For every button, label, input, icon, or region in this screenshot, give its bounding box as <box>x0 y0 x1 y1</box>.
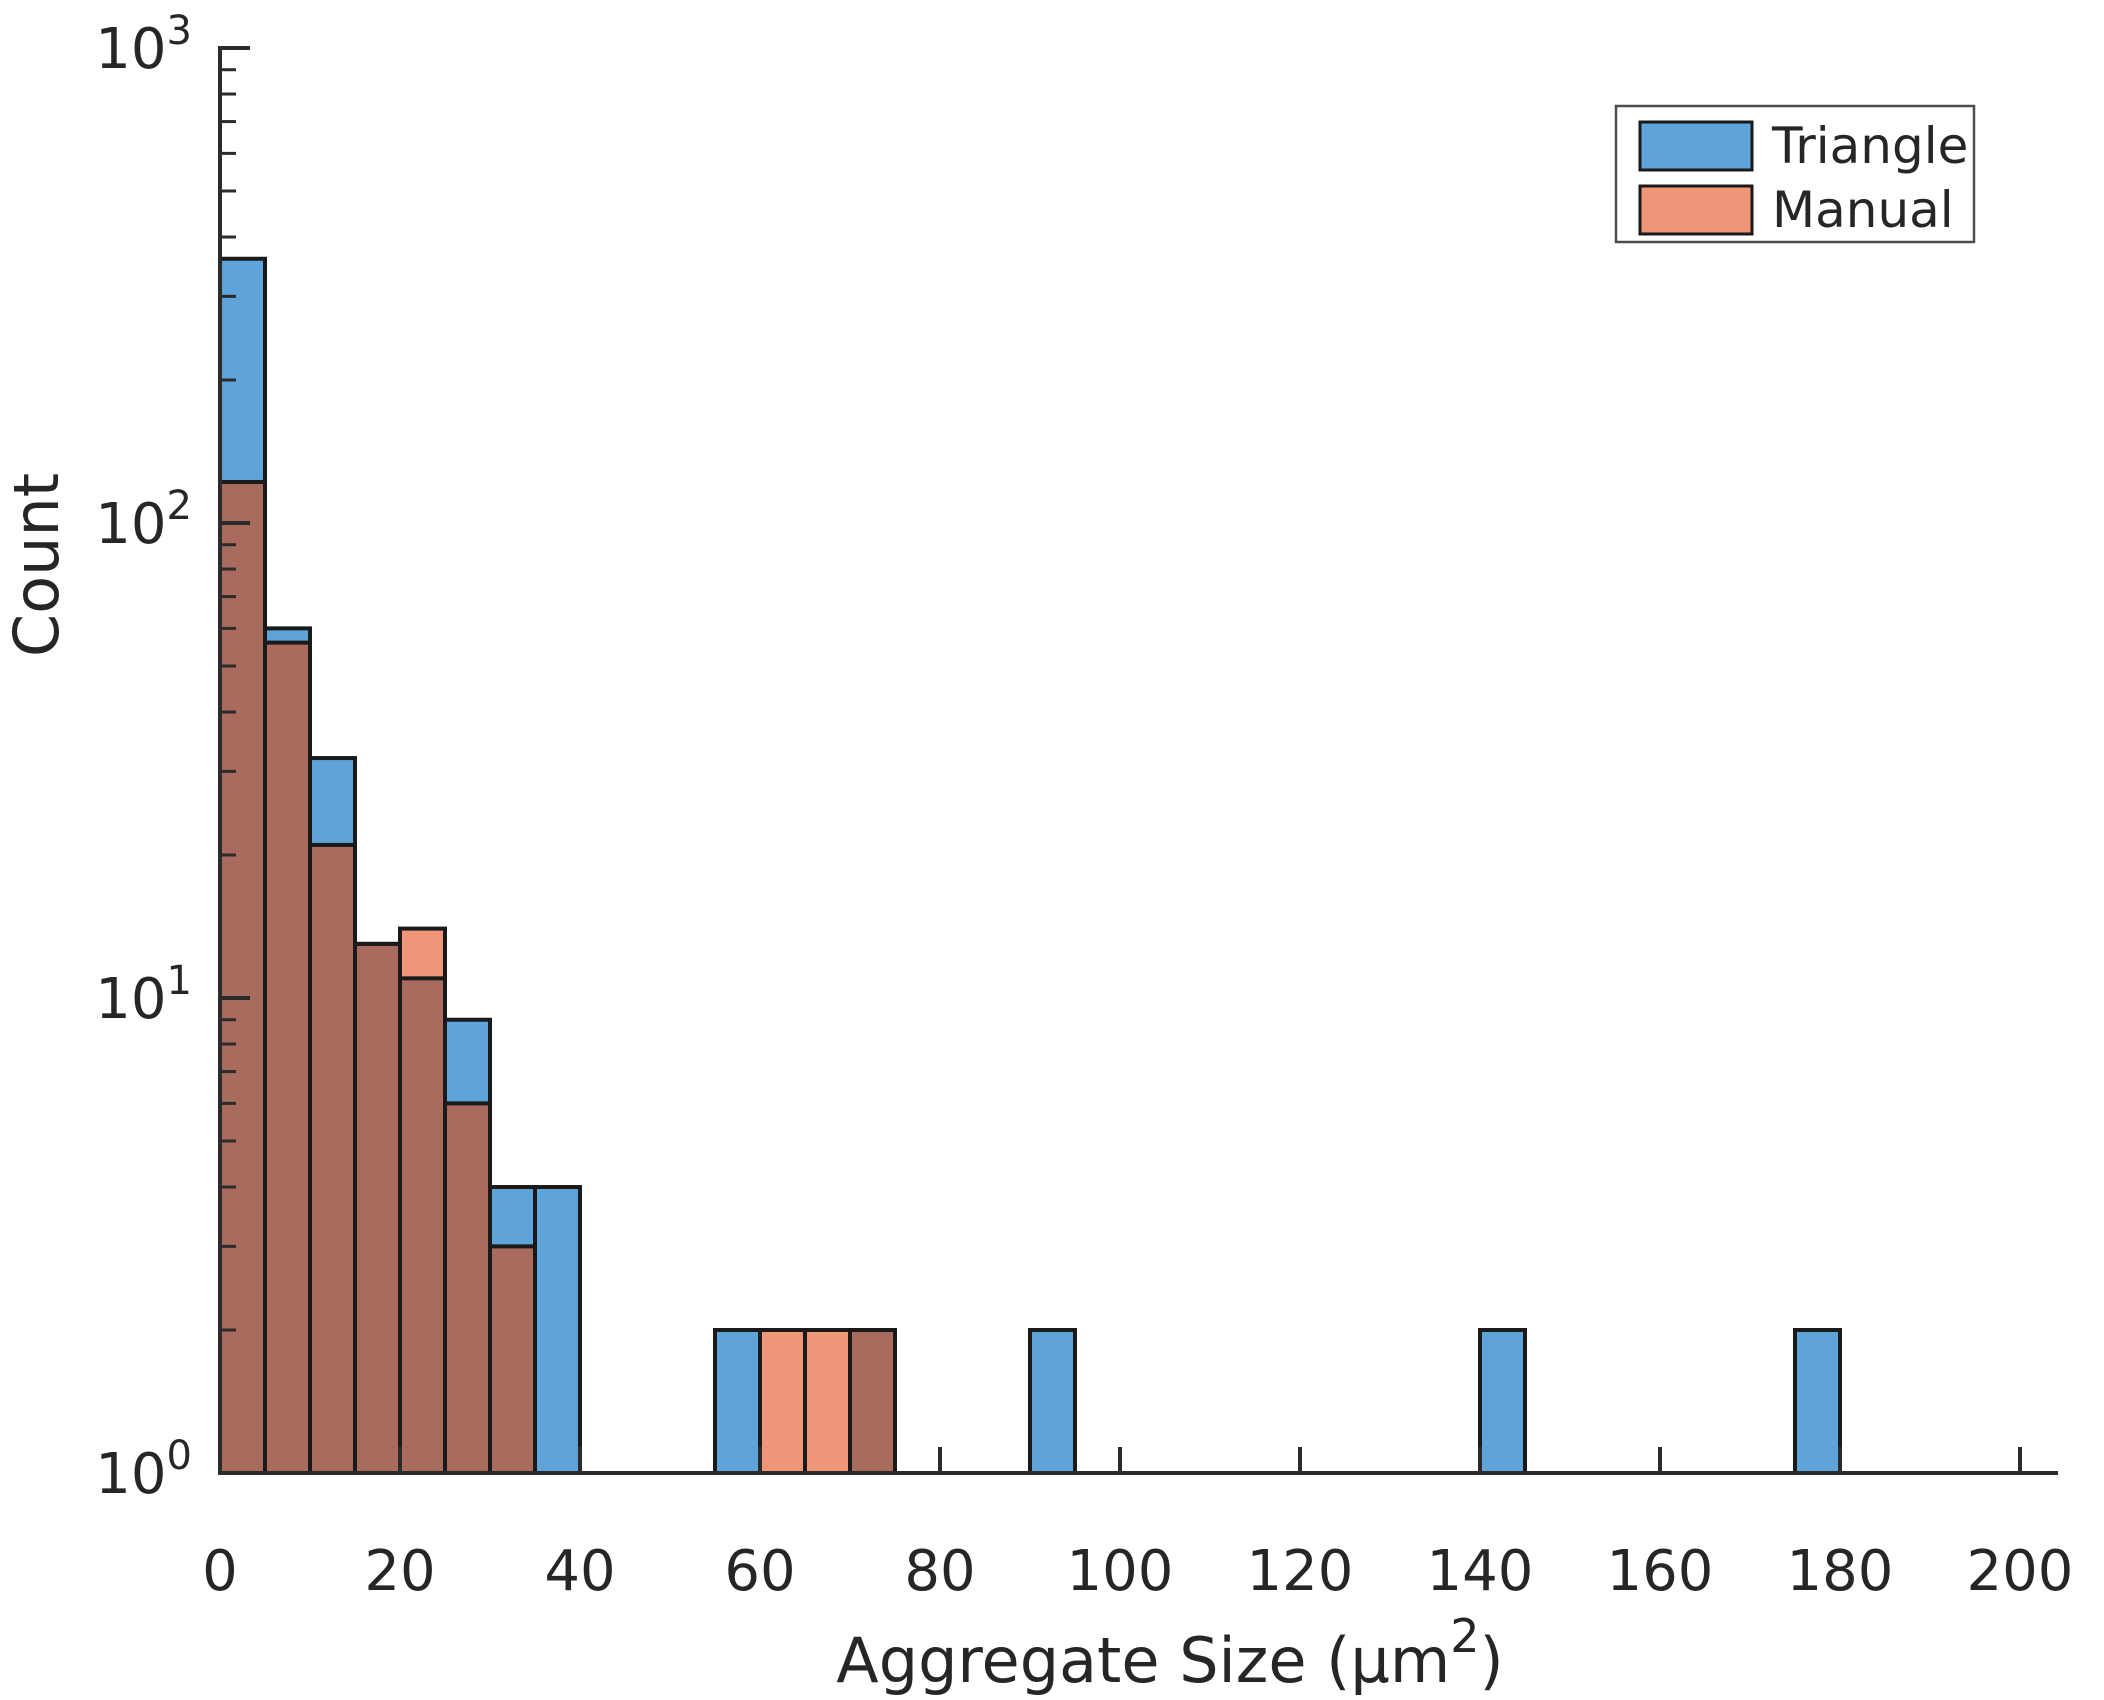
x-axis-label: Aggregate Size (μm2) <box>836 1609 1503 1697</box>
bar-fill-overlap-20 <box>400 978 445 1473</box>
x-tick-label-140: 140 <box>1427 1539 1534 1604</box>
bar-fill-manual-60 <box>760 1330 805 1473</box>
bar-fill-manual-65 <box>805 1330 850 1473</box>
x-tick-label-160: 160 <box>1607 1539 1714 1604</box>
bar-fill-top-25 <box>445 1019 490 1104</box>
tick-labels: 0 20 40 60 80 100 120 140 160 180 200 100 101 102 103 A… <box>0 8 2073 1697</box>
x-tick-label-180: 180 <box>1787 1539 1894 1604</box>
x-tick-label-200: 200 <box>1967 1539 2074 1604</box>
bar-fill-top-0 <box>220 258 265 482</box>
bar-fill-triangle-35 <box>535 1187 580 1473</box>
bar-fill-overlap-15 <box>355 943 400 1473</box>
legend-swatch-manual <box>1638 184 1754 236</box>
y-tick-label-1e3: 103 <box>95 8 192 82</box>
x-tick-label-120: 120 <box>1247 1539 1354 1604</box>
y-tick-label-1e2: 102 <box>95 483 192 557</box>
bar-fill-top-10 <box>310 758 355 845</box>
bar-fill-top-5 <box>265 628 310 643</box>
bar-fill-overlap-25 <box>445 1103 490 1473</box>
bar-fill-top-20 <box>400 928 445 979</box>
bar-fill-triangle-140 <box>1480 1330 1525 1473</box>
y-axis-label: Count <box>0 473 73 657</box>
legend-label-triangle: Triangle <box>1771 117 1968 175</box>
x-tick-label-60: 60 <box>724 1539 795 1604</box>
x-tick-label-20: 20 <box>364 1539 435 1604</box>
bar-fill-triangle-175 <box>1795 1330 1840 1473</box>
bar-fill-overlap-5 <box>265 642 310 1473</box>
legend-label-manual: Manual <box>1772 181 1954 239</box>
y-tick-label-1e1: 101 <box>95 958 192 1032</box>
y-tick-label-1e0: 100 <box>95 1433 192 1507</box>
bar-fill-overlap-10 <box>310 844 355 1473</box>
axes-layer <box>218 46 2058 1475</box>
bar-fill-overlap-70 <box>850 1330 895 1473</box>
bar-fill-overlap-30 <box>490 1246 535 1473</box>
bar-fill-triangle-90 <box>1030 1330 1075 1473</box>
x-tick-label-80: 80 <box>904 1539 975 1604</box>
bar-fill-triangle-55 <box>715 1330 760 1473</box>
x-tick-label-40: 40 <box>544 1539 615 1604</box>
x-tick-label-100: 100 <box>1067 1539 1174 1604</box>
bar-fill-top-30 <box>490 1187 535 1247</box>
legend-swatch-triangle <box>1638 120 1754 172</box>
bar-fill-overlap-0 <box>220 481 265 1473</box>
legend: Triangle Manual <box>1614 104 1976 244</box>
bars-layer <box>218 256 1842 1476</box>
x-tick-label-0: 0 <box>202 1539 238 1604</box>
